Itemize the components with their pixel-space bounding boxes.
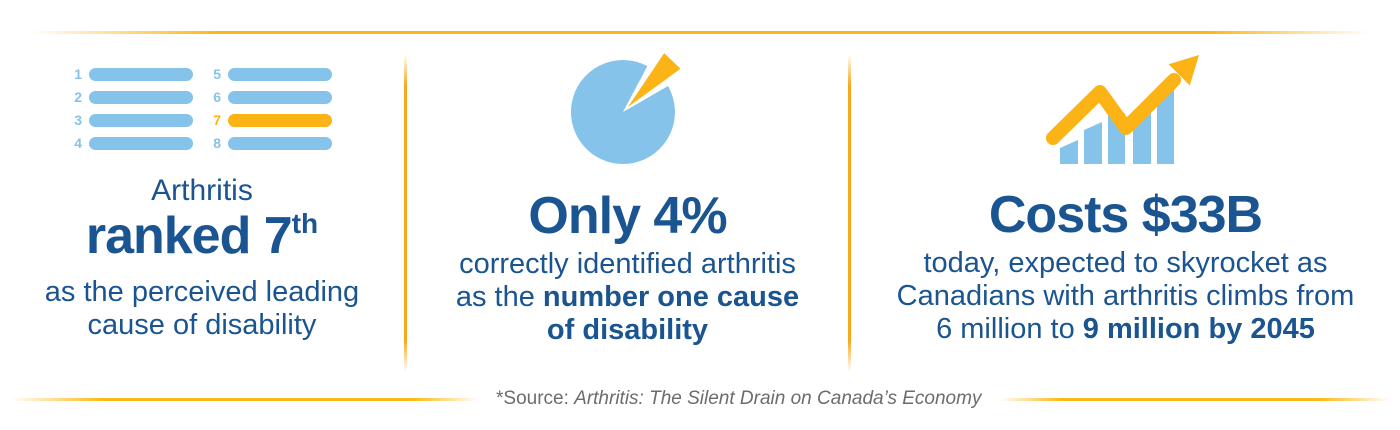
rank-number: 5	[213, 66, 221, 82]
source-line: *Source: Arthritis: The Silent Drain on …	[496, 388, 981, 410]
rank-number: 6	[213, 89, 221, 105]
growth-bar-2	[1083, 122, 1102, 164]
left-headline-text: ranked 7	[85, 207, 293, 265]
right-para-line-2: Canadians with arthritis climbs from	[896, 280, 1355, 312]
left-intro-line: Arthritis	[151, 174, 253, 207]
ranked-list-icon: 1 5 2 6 3	[72, 66, 332, 151]
middle-para-line-3-bold: of disability	[546, 314, 709, 346]
top-gold-rule	[30, 31, 1370, 34]
rank-bar	[89, 91, 193, 104]
panel-only-4-percent: Only 4% correctly identified arthritis a…	[407, 40, 848, 372]
middle-para-line-3: of disability	[456, 314, 799, 347]
growth-chart-icon	[1045, 55, 1199, 164]
trend-arrow-line	[1045, 73, 1181, 145]
rank-bar	[89, 68, 193, 81]
left-headline: ranked 7th	[86, 208, 318, 272]
middle-para-line-2-normal: as the	[455, 281, 543, 313]
rank-row-7-highlighted: 7	[211, 112, 332, 128]
source-prefix: *Source:	[496, 388, 575, 409]
rank-number: 4	[74, 135, 82, 151]
panel-ranked-7th: 1 5 2 6 3	[0, 40, 404, 372]
panel-row: 1 5 2 6 3	[0, 40, 1400, 372]
rank-bar	[228, 68, 332, 81]
middle-para-line-2-bold: number one cause	[542, 281, 800, 313]
rank-row-3: 3	[72, 112, 193, 128]
middle-paragraph: correctly identified arthritis as the nu…	[456, 248, 799, 347]
rank-number: 2	[74, 89, 82, 105]
right-para-line-1: today, expected to skyrocket as	[923, 247, 1328, 279]
pie-slice-4pct	[627, 53, 680, 107]
footer-gold-rule-left	[10, 397, 478, 401]
rank-number: 1	[74, 66, 82, 82]
right-para-line-3: 6 million to 9 million by 2045	[897, 313, 1355, 346]
rank-row-4: 4	[72, 135, 193, 151]
middle-para-line-1: correctly identified arthritis	[459, 248, 796, 280]
footer-gold-rule-right	[999, 397, 1390, 401]
left-paragraph: as the perceived leading cause of disabi…	[45, 276, 359, 342]
rank-row-6: 6	[211, 89, 332, 105]
left-para-line-2: cause of disability	[87, 309, 317, 341]
growth-bar-1	[1059, 140, 1078, 164]
right-para-line-3-normal: 6 million to	[936, 313, 1083, 345]
right-para-line-3-bold: 9 million by 2045	[1082, 313, 1315, 345]
source-title: Arthritis: The Silent Drain on Canada’s …	[574, 388, 982, 409]
rank-bar	[228, 137, 332, 150]
rank-row-5: 5	[211, 66, 332, 82]
rank-row-2: 2	[72, 89, 193, 105]
left-para-line-1: as the perceived leading	[44, 276, 360, 308]
rank-number: 3	[74, 112, 82, 128]
vertical-divider-right	[848, 54, 851, 372]
vertical-divider-left	[404, 54, 407, 372]
right-headline: Costs $33B	[988, 186, 1263, 244]
middle-para-line-2: as the number one cause	[456, 281, 799, 314]
rank-row-1: 1	[72, 66, 193, 82]
ordinal-suffix: th	[291, 208, 319, 239]
rank-bar	[89, 137, 193, 150]
panel-costs-33b: Costs $33B today, expected to skyrocket …	[851, 40, 1400, 372]
right-paragraph: today, expected to skyrocket as Canadian…	[897, 247, 1355, 346]
pie-chart-icon	[570, 53, 680, 165]
rank-row-8: 8	[211, 135, 332, 151]
rank-bar-highlighted	[228, 114, 332, 127]
rank-number: 7	[213, 112, 221, 128]
rank-bar	[89, 114, 193, 127]
pie-body	[570, 60, 675, 165]
rank-bar	[228, 91, 332, 104]
middle-headline: Only 4%	[528, 187, 727, 245]
rank-number: 8	[213, 135, 221, 151]
trend-arrow-head	[1168, 55, 1199, 86]
source-footer: *Source: Arthritis: The Silent Drain on …	[0, 388, 1400, 410]
